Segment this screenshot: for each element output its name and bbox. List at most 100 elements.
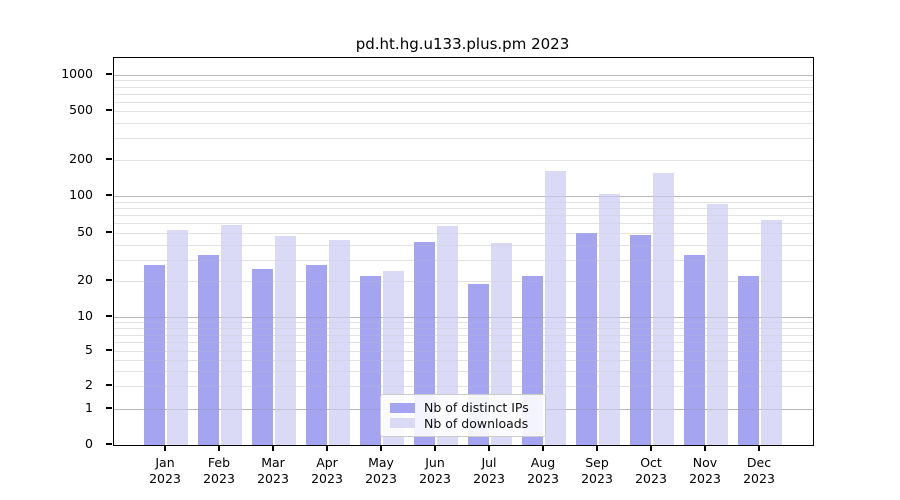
x-tick-year: 2023 <box>311 471 343 486</box>
legend-label: Nb of downloads <box>424 415 529 431</box>
gridline-minor <box>114 342 813 344</box>
legend-item-distinct-ips: Nb of distinct IPs <box>390 400 536 415</box>
bar-downloads <box>167 229 188 445</box>
x-tick-month: Sep <box>585 455 609 470</box>
x-tick-year: 2023 <box>257 471 289 486</box>
legend: Nb of distinct IPs Nb of downloads <box>380 394 546 437</box>
bar-downloads <box>437 226 458 445</box>
x-tick-label: Sep 2023 <box>565 455 629 487</box>
bar-distinct-ips <box>684 254 705 445</box>
y-tick-mark <box>106 384 112 386</box>
gridline-minor <box>114 244 813 246</box>
gridline-minor <box>114 101 813 103</box>
y-tick-mark <box>106 109 112 111</box>
x-tick-year: 2023 <box>689 471 721 486</box>
gridline-minor <box>114 334 813 336</box>
bar-distinct-ips <box>738 276 759 445</box>
y-tick-label: 100 <box>69 187 93 202</box>
x-tick-label: Nov 2023 <box>673 455 737 487</box>
x-tick-year: 2023 <box>743 471 775 486</box>
bar-distinct-ips <box>252 269 273 445</box>
x-tick-month: Aug <box>530 455 556 470</box>
x-tick-month: Mar <box>261 455 285 470</box>
bar-distinct-ips <box>576 233 597 445</box>
x-tick-year: 2023 <box>527 471 559 486</box>
gridline-minor <box>114 350 813 352</box>
gridline-minor <box>114 215 813 217</box>
y-tick-label: 5 <box>85 341 93 357</box>
gridline-minor <box>114 327 813 329</box>
x-tick-label: Mar 2023 <box>241 455 305 487</box>
y-tick-mark <box>106 73 112 75</box>
y-tick-label: 1 <box>85 400 93 415</box>
bar-distinct-ips <box>144 265 165 445</box>
bar-downloads <box>545 171 566 445</box>
bar-distinct-ips <box>306 265 327 445</box>
gridline-minor <box>114 201 813 203</box>
gridline-minor <box>114 138 813 140</box>
x-tick-year: 2023 <box>581 471 613 486</box>
x-tick-month: Jan <box>155 455 175 470</box>
gridline-minor <box>114 259 813 261</box>
bar-distinct-ips <box>198 254 219 445</box>
bar-distinct-ips <box>360 276 381 445</box>
x-tick-month: May <box>368 455 394 470</box>
x-tick-month: Nov <box>692 455 718 470</box>
gridline-minor <box>114 359 813 361</box>
x-tick-label: Aug 2023 <box>511 455 575 487</box>
y-tick-label: 1000 <box>61 65 93 81</box>
y-tick-mark <box>106 349 112 351</box>
gridline-minor <box>114 80 813 82</box>
y-tick-label: 10 <box>77 308 93 324</box>
gridline-minor <box>114 223 813 225</box>
bar-downloads <box>329 239 350 445</box>
x-tick-month: Feb <box>207 455 231 470</box>
bar-downloads <box>707 204 728 445</box>
x-tick-label: May 2023 <box>349 455 413 487</box>
chart-title: pd.ht.hg.u133.plus.pm 2023 <box>355 35 570 53</box>
x-tick-month: Oct <box>640 455 662 470</box>
gridline-minor <box>114 280 813 282</box>
x-tick-month: Dec <box>746 455 772 470</box>
x-tick-label: Dec 2023 <box>727 455 791 487</box>
x-tick-month: Apr <box>316 455 338 470</box>
y-tick-mark <box>106 158 112 160</box>
y-tick-label: 0 <box>85 436 93 451</box>
legend-swatch-icon <box>390 402 415 413</box>
y-tick-mark <box>106 194 112 196</box>
gridline-minor <box>114 322 813 324</box>
gridline-minor <box>114 160 813 161</box>
bar-downloads <box>761 219 782 445</box>
x-tick-label: Jul 2023 <box>457 455 521 487</box>
gridline-minor <box>114 93 813 95</box>
x-tick-year: 2023 <box>365 471 397 486</box>
gridline-minor <box>114 122 813 124</box>
gridline-minor <box>114 111 813 113</box>
x-tick-label: Feb 2023 <box>187 455 251 487</box>
y-tick-mark <box>106 231 112 233</box>
x-tick-year: 2023 <box>635 471 667 486</box>
x-tick-label: Jan 2023 <box>133 455 197 487</box>
gridline-major <box>114 196 813 197</box>
x-tick-label: Oct 2023 <box>619 455 683 487</box>
gridline-minor <box>114 207 813 209</box>
gridline-major <box>114 74 813 76</box>
legend-item-downloads: Nb of downloads <box>390 416 536 431</box>
x-tick-year: 2023 <box>419 471 451 486</box>
x-tick-label: Jun 2023 <box>403 455 467 487</box>
y-tick-mark <box>106 443 112 445</box>
y-tick-mark <box>106 315 112 317</box>
y-tick-label: 20 <box>77 271 93 287</box>
legend-label: Nb of distinct IPs <box>424 400 529 416</box>
bar-downloads <box>653 172 674 445</box>
bar-downloads <box>275 236 296 445</box>
y-tick-label: 200 <box>69 151 93 166</box>
x-tick-month: Jul <box>481 455 497 470</box>
y-tick-mark <box>106 407 112 409</box>
legend-swatch-icon <box>390 418 415 429</box>
gridline-minor <box>114 233 813 234</box>
x-tick-year: 2023 <box>203 471 235 486</box>
gridline-minor <box>114 86 813 88</box>
y-tick-mark <box>106 279 112 281</box>
y-tick-label: 500 <box>69 102 93 118</box>
